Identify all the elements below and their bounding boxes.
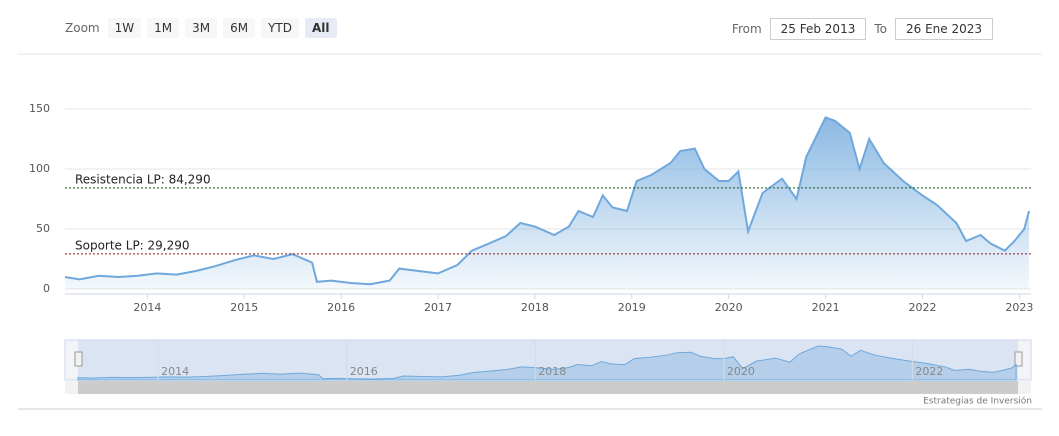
plot-line-label: Soporte LP: 29,290 [75, 238, 190, 252]
date-range: From 25 Feb 2013 To 26 Ene 2023 [732, 18, 993, 40]
zoom-button[interactable]: YTD [261, 18, 299, 38]
zoom-button[interactable]: 1M [147, 18, 180, 38]
x-tick-label: 2021 [812, 301, 840, 314]
x-tick-label: 2022 [908, 301, 936, 314]
y-tick-label: 50 [36, 222, 50, 235]
navigator-label: 2016 [350, 365, 378, 378]
range-selector: Zoom 1W 1M 3M 6M YTD All [65, 18, 337, 38]
zoom-button[interactable]: 1W [107, 18, 142, 38]
x-tick-label: 2018 [521, 301, 549, 314]
x-tick-label: 2017 [424, 301, 452, 314]
to-label: To [874, 22, 887, 36]
navigator-area [77, 345, 1017, 381]
from-label: From [731, 22, 762, 36]
zoom-button[interactable]: 6M [223, 18, 256, 38]
x-tick-label: 2023 [1005, 301, 1033, 314]
series-line [64, 116, 1031, 286]
y-tick-label: 150 [29, 102, 50, 115]
navigator-label: 2020 [727, 365, 755, 378]
zoom-label: Zoom [65, 21, 100, 35]
navigator-label: 2014 [161, 365, 189, 378]
zoom-button[interactable]: 3M [185, 18, 218, 38]
x-tick-label: 2016 [327, 301, 355, 314]
y-tick-label: 0 [43, 282, 50, 295]
navigator-handle[interactable] [1014, 351, 1023, 367]
x-tick-label: 2015 [230, 301, 258, 314]
y-tick-label: 100 [29, 162, 50, 175]
navigator-handle[interactable] [74, 351, 83, 367]
from-input[interactable]: 25 Feb 2013 [769, 18, 867, 40]
x-tick-label: 2019 [618, 301, 646, 314]
area-fill [65, 117, 1030, 290]
navigator-label: 2022 [915, 365, 943, 378]
scrollbar-thumb[interactable] [78, 381, 1018, 394]
navigator-mask [78, 340, 1018, 380]
x-tick-label: 2014 [133, 301, 161, 314]
to-input[interactable]: 26 Ene 2023 [894, 18, 993, 40]
zoom-button[interactable]: All [305, 18, 337, 38]
plot-line-label: Resistencia LP: 84,290 [75, 172, 211, 186]
x-tick-label: 2020 [715, 301, 743, 314]
credits[interactable]: Estrategias de Inversión [923, 396, 1032, 407]
navigator-label: 2018 [538, 365, 566, 378]
